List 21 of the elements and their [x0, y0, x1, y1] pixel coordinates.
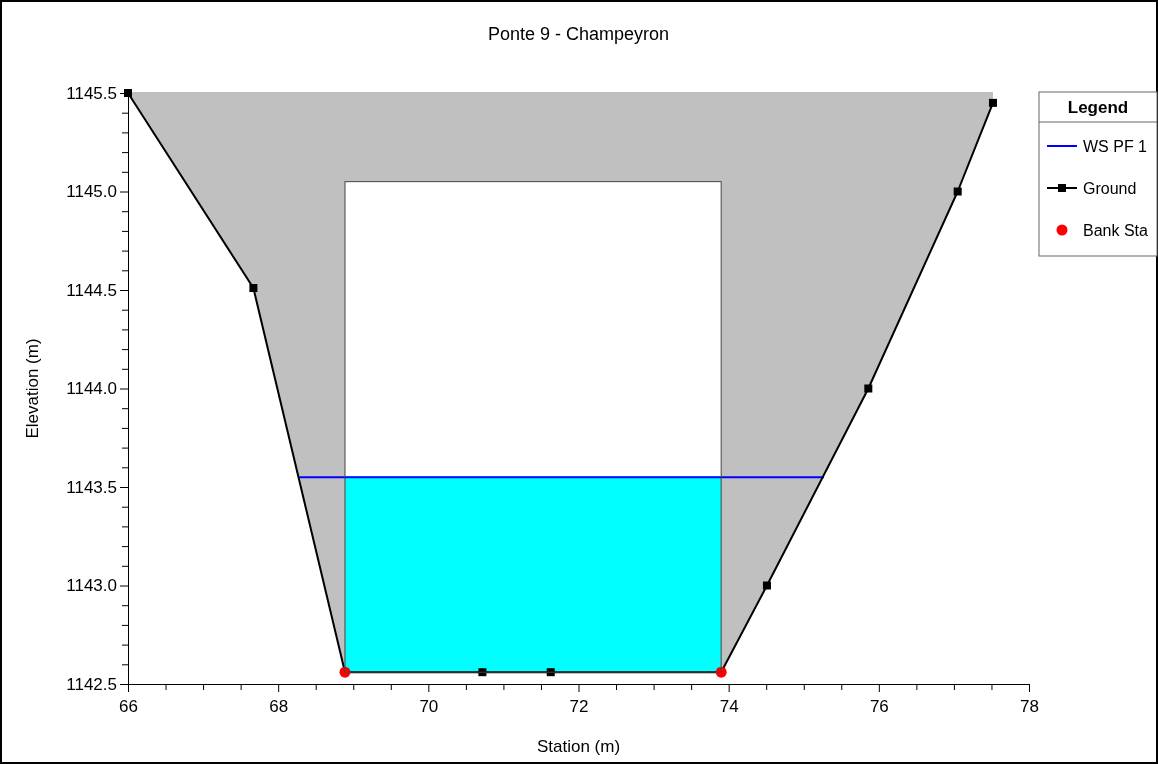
x-tick-label: 74 [719, 697, 739, 716]
y-tick-label: 1143.5 [66, 477, 117, 497]
x-tick-label: 70 [419, 697, 439, 716]
x-axis-title: Station (m) [536, 737, 621, 756]
y-tick-label: 1143.0 [66, 576, 117, 596]
legend-label: WS PF 1 [1083, 138, 1148, 155]
x-tick-label: 76 [869, 697, 889, 716]
y-tick-label: 1145.0 [66, 182, 117, 202]
legend-label: Bank Sta [1083, 222, 1149, 239]
y-tick-label: 1142.5 [66, 674, 117, 694]
x-tick-label: 72 [569, 697, 589, 716]
chart-title: Ponte 9 - Champeyron [487, 24, 670, 44]
y-tick-label: 1144.0 [66, 379, 117, 399]
x-tick-label: 78 [1020, 697, 1039, 716]
legend-title: Legend [1067, 98, 1129, 117]
x-tick-label: 66 [119, 697, 138, 716]
x-tick-label: 68 [269, 697, 289, 716]
y-tick-label: 1145.5 [66, 83, 117, 103]
y-axis-title: Elevation (m) [23, 338, 42, 439]
legend-label: Ground [1083, 180, 1137, 197]
y-tick-label: 1144.5 [66, 280, 117, 300]
